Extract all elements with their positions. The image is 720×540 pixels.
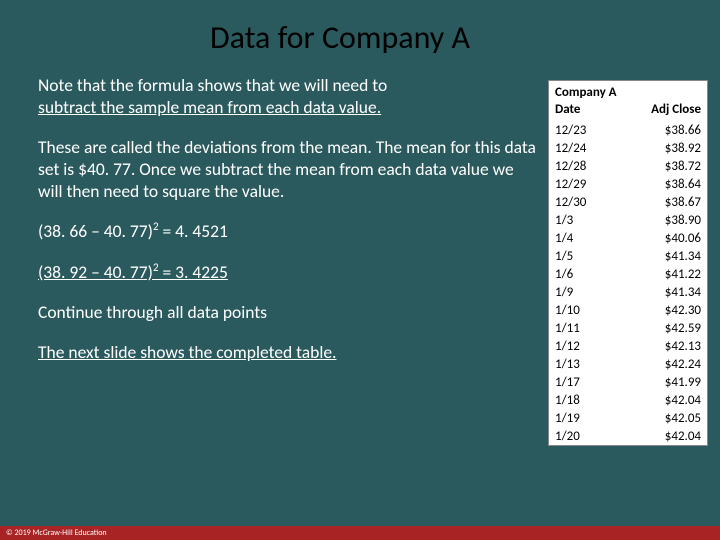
table-row: 12/23$38.66 [549, 121, 707, 139]
cell-close: $42.59 [614, 319, 707, 337]
cell-close: $41.22 [614, 265, 707, 283]
text-column: Note that the formula shows that we will… [38, 75, 538, 382]
cell-date: 1/12 [549, 337, 614, 355]
calc1-pre: (38. 66 – 40. 77) [38, 220, 153, 242]
cell-date: 1/4 [549, 229, 614, 247]
cell-close: $38.64 [614, 175, 707, 193]
cell-close: $42.24 [614, 355, 707, 373]
calc-line-1: (38. 66 – 40. 77)2 = 4. 4521 [38, 220, 538, 243]
calc1-post: = 4. 4521 [159, 220, 228, 242]
cell-date: 1/11 [549, 319, 614, 337]
cell-close: $42.04 [614, 391, 707, 409]
table-row: 1/6$41.22 [549, 265, 707, 283]
cell-close: $42.04 [614, 427, 707, 445]
table-element: Date Adj Close 12/23$38.6612/24$38.9212/… [549, 100, 707, 445]
cell-date: 1/5 [549, 247, 614, 265]
calc2-post: = 3. 4225 [159, 261, 228, 283]
cell-date: 12/28 [549, 157, 614, 175]
para1-line2: subtract the sample mean from each data … [38, 96, 381, 118]
cell-date: 12/30 [549, 193, 614, 211]
cell-date: 1/17 [549, 373, 614, 391]
table-header: Company A [549, 81, 707, 100]
slide-title: Data for Company A [0, 0, 720, 57]
cell-date: 12/24 [549, 139, 614, 157]
cell-close: $42.05 [614, 409, 707, 427]
para1-line1: Note that the formula shows that we will… [38, 74, 387, 96]
cell-close: $42.30 [614, 301, 707, 319]
paragraph-4: The next slide shows the completed table… [38, 342, 538, 364]
table-row: 1/11$42.59 [549, 319, 707, 337]
cell-date: 1/9 [549, 283, 614, 301]
cell-date: 1/10 [549, 301, 614, 319]
col-date: Date [549, 100, 614, 121]
cell-date: 1/18 [549, 391, 614, 409]
calc2-pre: (38. 92 – 40. 77) [38, 261, 153, 283]
cell-date: 12/23 [549, 121, 614, 139]
table-row: 1/10$42.30 [549, 301, 707, 319]
table-row: 12/24$38.92 [549, 139, 707, 157]
cell-date: 1/6 [549, 265, 614, 283]
table-row: 1/19$42.05 [549, 409, 707, 427]
data-table: Company A Date Adj Close 12/23$38.6612/2… [548, 80, 708, 446]
cell-close: $38.72 [614, 157, 707, 175]
cell-close: $38.66 [614, 121, 707, 139]
cell-close: $41.34 [614, 283, 707, 301]
table-row: 1/9$41.34 [549, 283, 707, 301]
cell-date: 1/3 [549, 211, 614, 229]
cell-date: 1/20 [549, 427, 614, 445]
table-row: 1/3$38.90 [549, 211, 707, 229]
paragraph-2: These are called the deviations from the… [38, 137, 538, 203]
table-row: 1/20$42.04 [549, 427, 707, 445]
col-close: Adj Close [614, 100, 707, 121]
calc-line-2: (38. 92 – 40. 77)2 = 3. 4225 [38, 261, 538, 284]
paragraph-3: Continue through all data points [38, 302, 538, 324]
table-row: 1/17$41.99 [549, 373, 707, 391]
cell-close: $40.06 [614, 229, 707, 247]
cell-close: $41.99 [614, 373, 707, 391]
table-row: 1/4$40.06 [549, 229, 707, 247]
paragraph-1: Note that the formula shows that we will… [38, 75, 538, 119]
table-row: 12/28$38.72 [549, 157, 707, 175]
table-row: 1/5$41.34 [549, 247, 707, 265]
cell-close: $38.92 [614, 139, 707, 157]
table-row: 12/29$38.64 [549, 175, 707, 193]
cell-close: $42.13 [614, 337, 707, 355]
cell-close: $41.34 [614, 247, 707, 265]
cell-close: $38.67 [614, 193, 707, 211]
table-row: 12/30$38.67 [549, 193, 707, 211]
cell-date: 12/29 [549, 175, 614, 193]
footer-copyright: © 2019 McGraw-Hill Education [0, 526, 720, 540]
table-row: 1/18$42.04 [549, 391, 707, 409]
table-row: 1/13$42.24 [549, 355, 707, 373]
table-row: 1/12$42.13 [549, 337, 707, 355]
cell-date: 1/19 [549, 409, 614, 427]
cell-close: $38.90 [614, 211, 707, 229]
cell-date: 1/13 [549, 355, 614, 373]
